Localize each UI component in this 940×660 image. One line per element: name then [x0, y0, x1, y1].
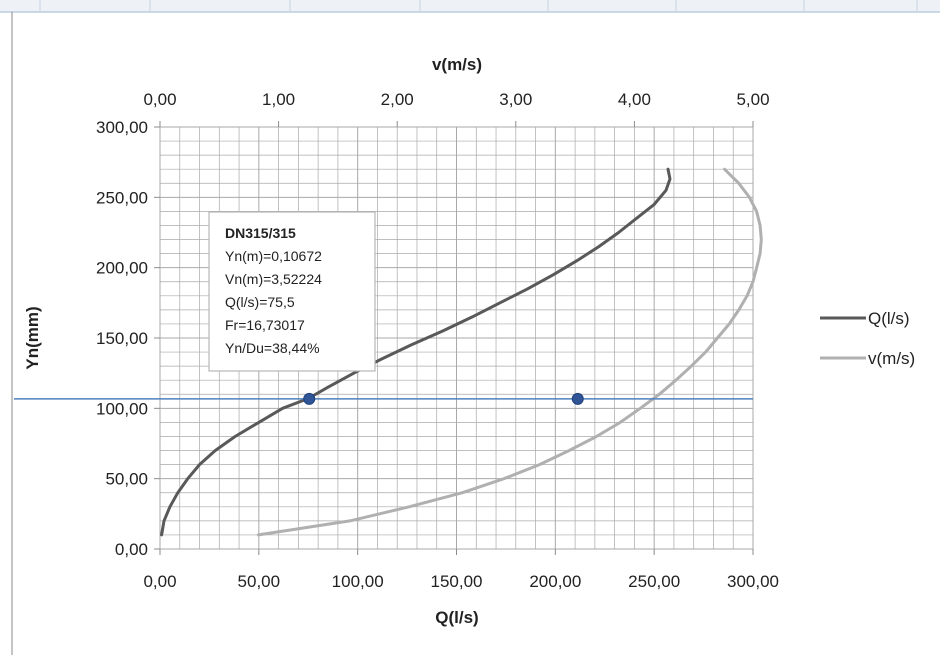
- x-top-tick-label: 3,00: [499, 90, 532, 109]
- annotation-line: Q(l/s)=75,5: [225, 294, 295, 310]
- x-axis-top-title: v(m/s): [432, 55, 482, 74]
- legend-label-q: Q(l/s): [868, 309, 910, 328]
- x-top-tick-label: 1,00: [262, 90, 295, 109]
- intersection-marker: [303, 392, 316, 405]
- annotation-line: Vn(m)=3,52224: [225, 271, 322, 287]
- x-top-tick-label: 0,00: [143, 90, 176, 109]
- y-tick-label: 250,00: [96, 188, 148, 207]
- annotation-box: DN315/315 Yn(m)=0,10672 Vn(m)=3,52224 Q(…: [208, 211, 376, 372]
- x-bottom-tick-label: 50,00: [238, 572, 281, 591]
- series-line-velocity: [256, 167, 763, 537]
- x-top-tick-label: 2,00: [381, 90, 414, 109]
- y-tick-label: 100,00: [96, 399, 148, 418]
- x-axis-bottom-title: Q(l/s): [435, 608, 478, 627]
- x-top-tick-label: 4,00: [618, 90, 651, 109]
- x-bottom-tick-label: 150,00: [431, 572, 483, 591]
- y-tick-label: 0,00: [115, 540, 148, 559]
- y-tick-label: 50,00: [105, 470, 148, 489]
- y-tick-label: 200,00: [96, 259, 148, 278]
- intersection-marker: [571, 392, 584, 405]
- x-bottom-tick-label: 300,00: [727, 572, 779, 591]
- annotation-line: Fr=16,73017: [225, 317, 305, 333]
- x-bottom-tick-label: 250,00: [628, 572, 680, 591]
- legend-label-v: v(m/s): [868, 349, 915, 368]
- x-bottom-tick-label: 100,00: [332, 572, 384, 591]
- markers-layer: [303, 392, 584, 405]
- x-top-tick-label: 5,00: [736, 90, 769, 109]
- annotation-line: Yn/Du=38,44%: [225, 340, 320, 356]
- y-tick-label: 150,00: [96, 329, 148, 348]
- x-bottom-tick-label: 200,00: [529, 572, 581, 591]
- annotation-line: Yn(m)=0,10672: [225, 248, 322, 264]
- legend: Q(l/s) v(m/s): [820, 309, 915, 368]
- y-tick-label: 300,00: [96, 118, 148, 137]
- x-bottom-tick-label: 0,00: [143, 572, 176, 591]
- series-line-discharge: [160, 167, 672, 537]
- ruler-ticks: [39, 0, 918, 12]
- series-layer: [160, 167, 763, 537]
- y-axis-title: Yn(mm): [23, 306, 42, 369]
- annotation-title: DN315/315: [225, 225, 296, 241]
- axes: 0,00 50,00 100,00 150,00 200,00 250,00 300,00 0…: [96, 90, 779, 591]
